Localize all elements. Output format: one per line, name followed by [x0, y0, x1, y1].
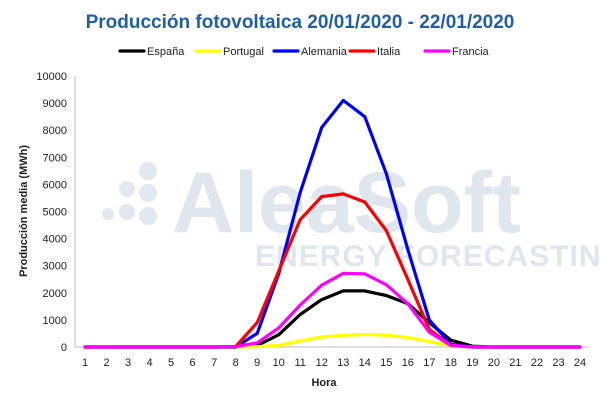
y-tick-label: 2000: [43, 288, 67, 300]
x-tick-label: 18: [445, 357, 457, 369]
legend-label: Portugal: [223, 46, 264, 58]
y-tick-label: 1000: [43, 315, 67, 327]
x-tick-label: 9: [254, 357, 260, 369]
x-tick-label: 5: [168, 357, 174, 369]
x-tick-label: 3: [125, 357, 131, 369]
x-tick-label: 24: [574, 357, 586, 369]
y-tick-label: 4000: [43, 234, 67, 246]
watermark-brand: AleaSoft: [172, 155, 521, 251]
y-axis-label: Producción media (MWh): [18, 145, 30, 277]
x-tick-label: 23: [552, 357, 564, 369]
x-tick-label: 15: [380, 357, 392, 369]
x-tick-label: 21: [509, 357, 521, 369]
x-tick-label: 16: [402, 357, 414, 369]
legend-label: Alemania: [301, 46, 348, 58]
series-line: [83, 332, 582, 349]
x-tick-label: 6: [190, 357, 196, 369]
x-tick-label: 11: [295, 357, 306, 369]
y-axis-ticks: 0 1000 2000 3000 4000 5000 6000 7000 8000 9000 100…: [36, 71, 67, 354]
x-tick-label: 1: [82, 357, 88, 369]
y-tick-label: 6000: [43, 179, 67, 191]
x-tick-label: 19: [466, 357, 478, 369]
x-tick-label: 10: [273, 357, 285, 369]
x-tick-label: 7: [211, 357, 217, 369]
y-tick-label: 7000: [43, 152, 67, 164]
legend-label: Francia: [452, 46, 490, 58]
series-line: [83, 289, 582, 349]
x-tick-label: 22: [531, 357, 543, 369]
x-tick-label: 13: [337, 357, 349, 369]
legend: España Portugal Alemania Italia Francia: [118, 46, 490, 58]
legend-label: Italia: [377, 46, 401, 58]
series-line: [83, 271, 582, 349]
watermark-tagline: ENERGY FORECASTING: [255, 240, 600, 273]
x-axis-label: Hora: [311, 377, 337, 389]
x-tick-label: 4: [147, 357, 153, 369]
x-tick-label: 14: [359, 357, 371, 369]
y-tick-label: 9000: [43, 98, 67, 110]
y-tick-label: 5000: [43, 207, 67, 219]
x-tick-label: 2: [103, 357, 109, 369]
y-tick-label: 8000: [43, 125, 67, 137]
chart-title: Producción fotovoltaica 20/01/2020 - 22/…: [86, 12, 515, 33]
legend-label: España: [147, 46, 185, 58]
x-tick-label: 12: [316, 357, 328, 369]
watermark-logo-dots: [102, 162, 157, 225]
y-tick-label: 3000: [43, 261, 67, 273]
x-tick-label: 8: [233, 357, 239, 369]
x-tick-label: 20: [488, 357, 500, 369]
x-axis-ticks: 1 2 3 4 5 6 7 8 9 10 11 12 13 14 15 16 17 18 19 20 21 22 23 24: [82, 357, 586, 369]
watermark: AleaSoft ENERGY FORECASTING: [102, 155, 600, 273]
series-lines: [83, 98, 582, 349]
x-tick-label: 17: [423, 357, 435, 369]
y-tick-label: 10000: [36, 71, 67, 83]
y-tick-label: 0: [61, 342, 67, 354]
